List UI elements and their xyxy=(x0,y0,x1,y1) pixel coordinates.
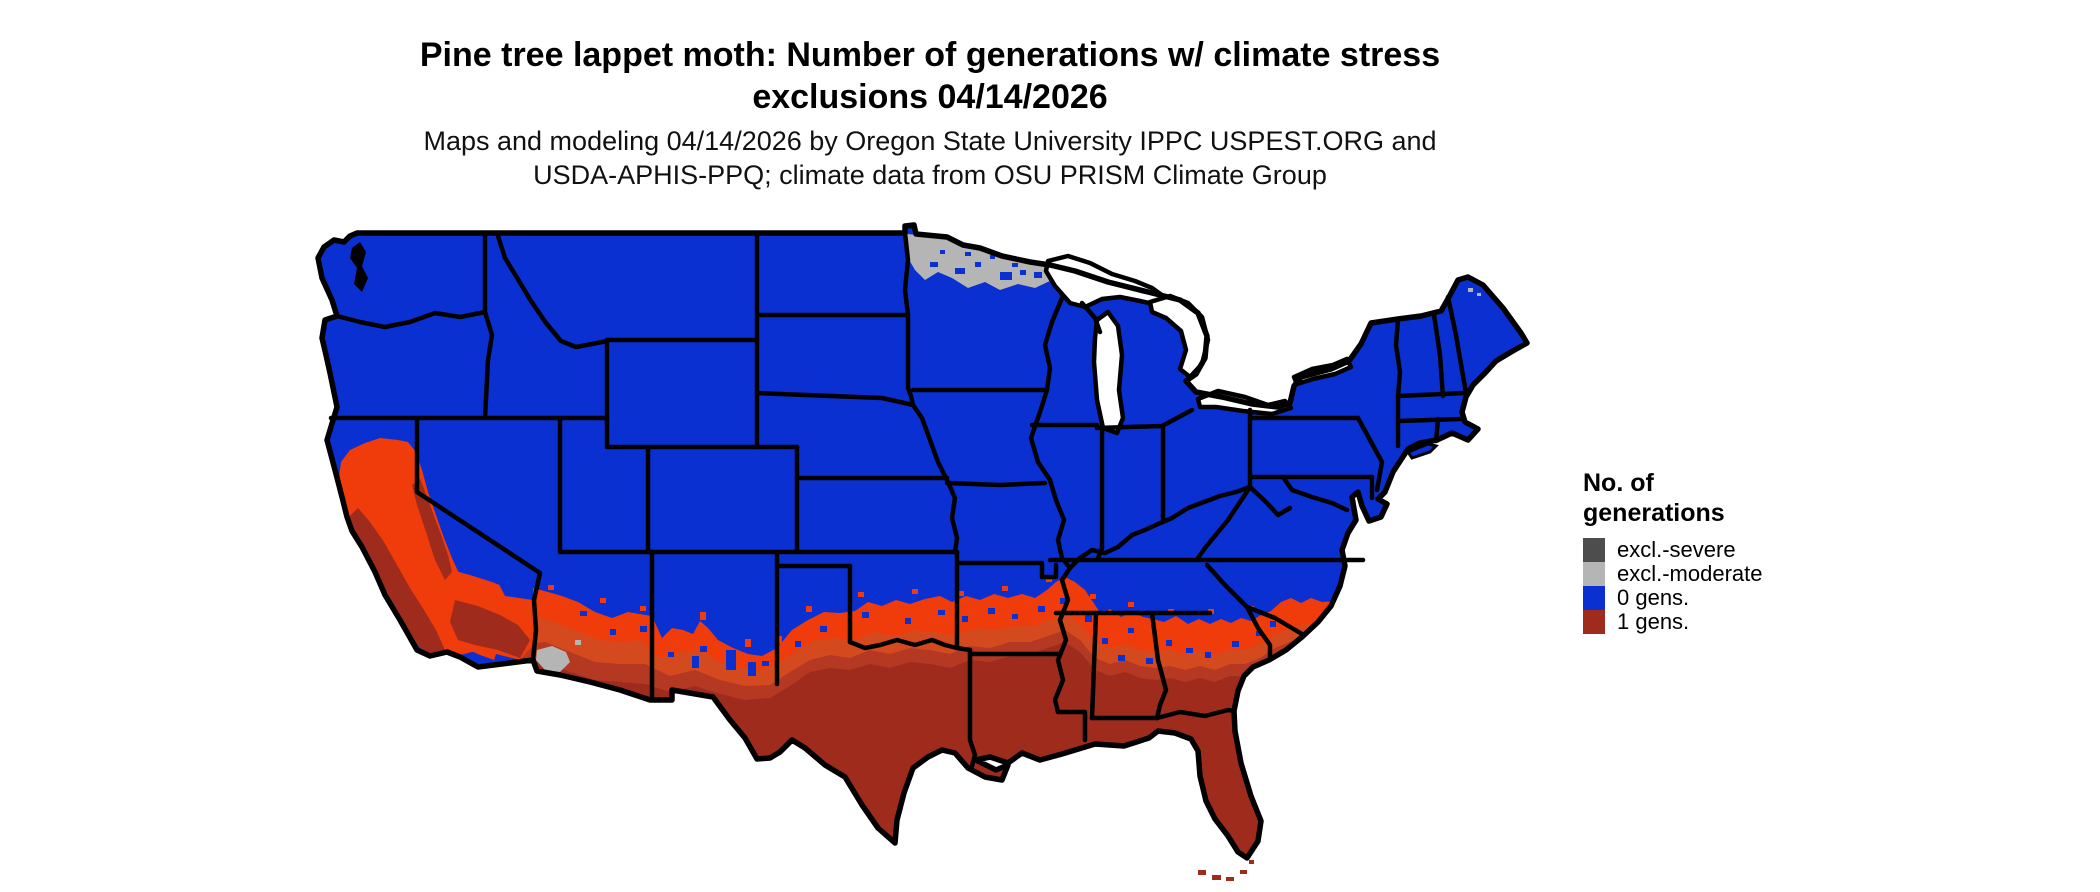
legend-row-0-gens: 0 gens. xyxy=(1583,585,1763,610)
zone-0-gens xyxy=(318,225,1527,858)
swatch-excl-severe xyxy=(1583,538,1605,562)
legend-title: No. of generations xyxy=(1583,469,1725,527)
california-valley-coast xyxy=(339,438,533,660)
page-subtitle: Maps and modeling 04/14/2026 by Oregon S… xyxy=(0,124,1860,192)
legend-rows: excl.-severe excl.-moderate 0 gens. 1 ge… xyxy=(1583,537,1763,634)
subtitle-line-2: USDA-APHIS-PPQ; climate data from OSU PR… xyxy=(533,160,1327,190)
title-line-2: exclusions 04/14/2026 xyxy=(752,78,1108,116)
page-title: Pine tree lappet moth: Number of generat… xyxy=(0,34,1860,118)
legend-label-excl-moderate: excl.-moderate xyxy=(1617,561,1763,586)
swatch-1-gens xyxy=(1583,610,1605,634)
long-island xyxy=(1405,442,1439,460)
subtitle-line-1: Maps and modeling 04/14/2026 by Oregon S… xyxy=(423,126,1437,156)
swatch-0-gens xyxy=(1583,586,1605,610)
map-legend: No. of generations excl.-severe excl.-mo… xyxy=(1583,468,1763,634)
legend-label-1-gens: 1 gens. xyxy=(1617,609,1690,634)
swatch-excl-moderate xyxy=(1583,562,1605,586)
blue-speckles xyxy=(580,250,1276,676)
title-line-1: Pine tree lappet moth: Number of generat… xyxy=(419,36,1441,74)
legend-row-excl-severe: excl.-severe xyxy=(1583,537,1763,562)
raster-fill-layers xyxy=(318,225,1527,858)
legend-label-excl-severe: excl.-severe xyxy=(1617,537,1736,562)
arizona-exclusion-patch xyxy=(536,646,570,672)
us-generations-map xyxy=(315,222,1530,881)
legend-label-0-gens: 0 gens. xyxy=(1617,585,1690,610)
puget-sound xyxy=(350,242,368,292)
conus-outline xyxy=(315,222,1530,861)
florida-keys xyxy=(1198,860,1254,881)
state-borders xyxy=(328,230,1469,769)
legend-row-excl-moderate: excl.-moderate xyxy=(1583,561,1763,586)
legend-row-1-gens: 1 gens. xyxy=(1583,609,1763,634)
